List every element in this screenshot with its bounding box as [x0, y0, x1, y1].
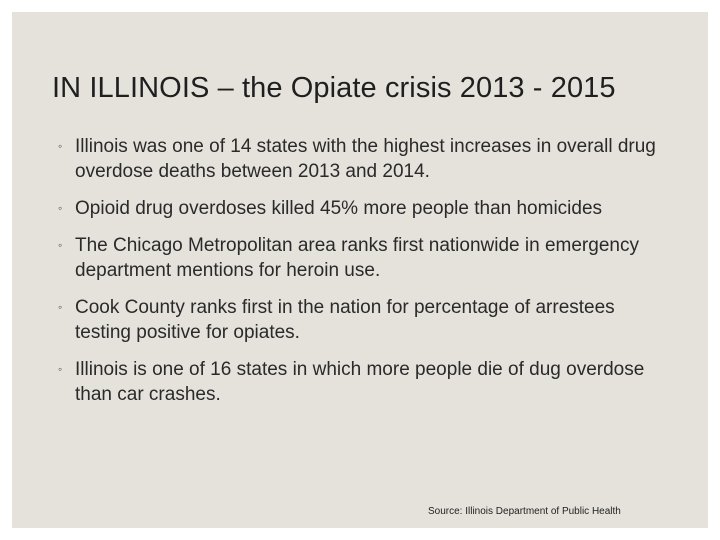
bullet-circle-icon: ◦ [58, 238, 63, 252]
bullet-list: ◦ Illinois was one of 14 states with the… [58, 134, 658, 419]
bullet-circle-icon: ◦ [58, 201, 63, 215]
bullet-text: Illinois is one of 16 states in which mo… [75, 359, 645, 405]
bullet-text: The Chicago Metropolitan area ranks firs… [75, 235, 639, 281]
bullet-item: ◦ Cook County ranks first in the nation … [58, 295, 658, 345]
bullet-circle-icon: ◦ [58, 139, 63, 153]
slide-panel: IN ILLINOIS – the Opiate crisis 2013 - 2… [12, 12, 708, 528]
source-citation: Source: Illinois Department of Public He… [428, 506, 621, 517]
bullet-item: ◦ The Chicago Metropolitan area ranks fi… [58, 233, 658, 283]
bullet-item: ◦ Illinois was one of 14 states with the… [58, 134, 658, 184]
bullet-item: ◦ Opioid drug overdoses killed 45% more … [58, 196, 658, 221]
bullet-item: ◦ Illinois is one of 16 states in which … [58, 357, 658, 407]
bullet-text: Cook County ranks first in the nation fo… [75, 297, 615, 343]
bullet-text: Opioid drug overdoses killed 45% more pe… [75, 198, 603, 219]
bullet-circle-icon: ◦ [58, 300, 63, 314]
slide-title: IN ILLINOIS – the Opiate crisis 2013 - 2… [52, 72, 616, 104]
bullet-text: Illinois was one of 14 states with the h… [75, 136, 656, 182]
bullet-circle-icon: ◦ [58, 362, 63, 376]
